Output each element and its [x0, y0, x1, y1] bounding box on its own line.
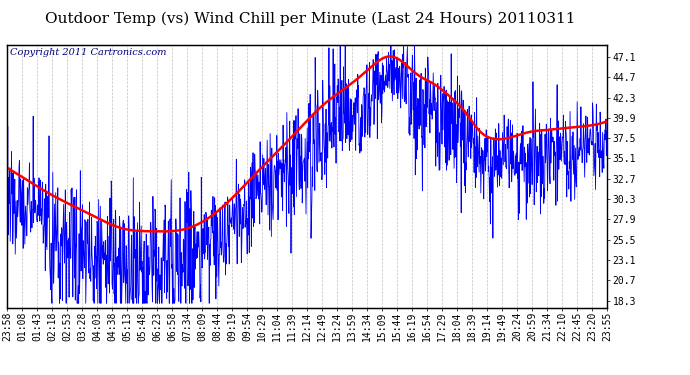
- Text: Outdoor Temp (vs) Wind Chill per Minute (Last 24 Hours) 20110311: Outdoor Temp (vs) Wind Chill per Minute …: [46, 11, 575, 26]
- Text: Copyright 2011 Cartronics.com: Copyright 2011 Cartronics.com: [10, 48, 166, 57]
